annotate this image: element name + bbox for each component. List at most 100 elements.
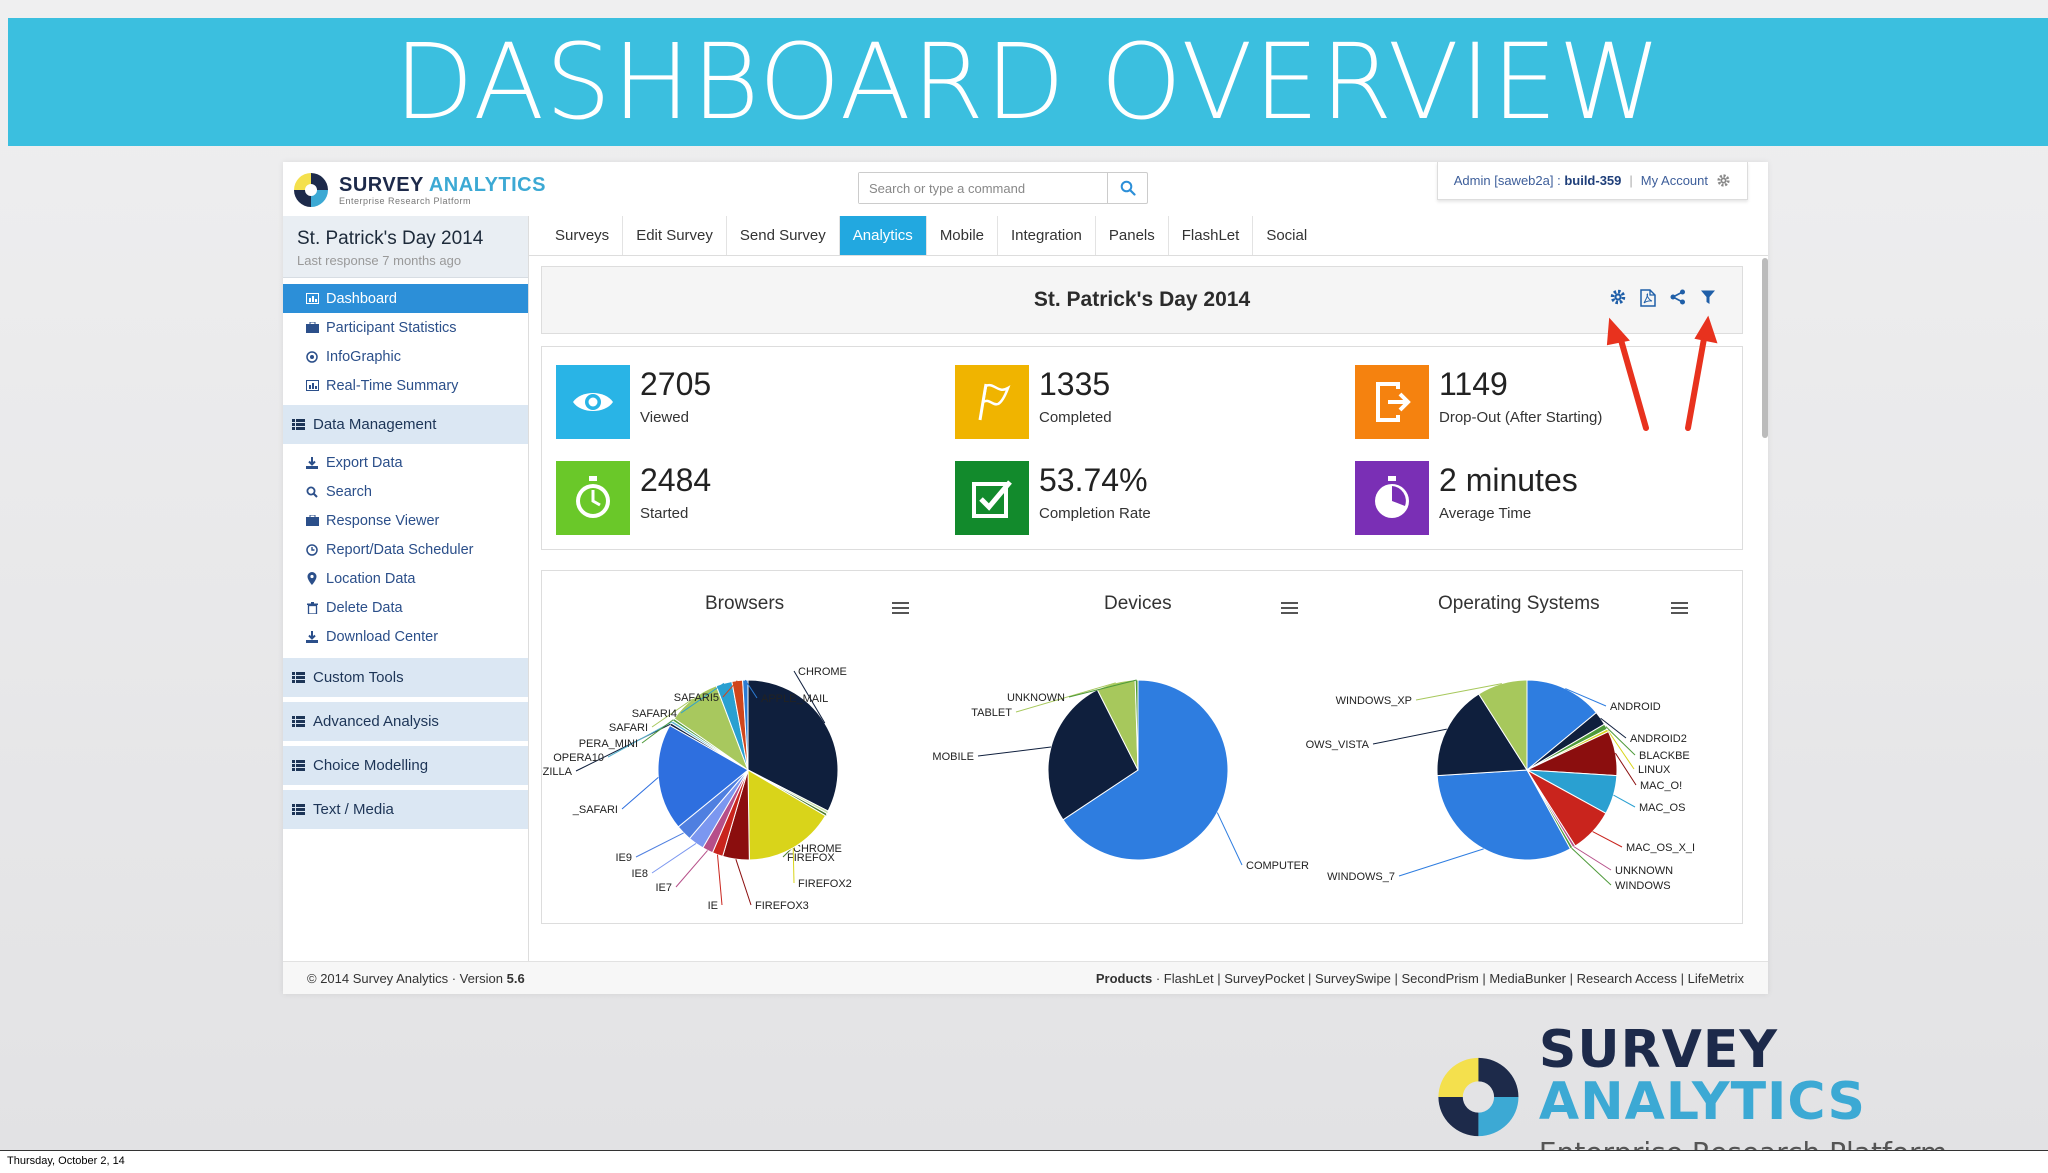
tab-panels[interactable]: Panels bbox=[1096, 216, 1169, 255]
slice-label: MAC_O! bbox=[1640, 780, 1682, 792]
slice-label: PERA_MINI bbox=[579, 738, 638, 750]
pie-slice[interactable] bbox=[1526, 679, 1598, 772]
sidebar-item-infographic[interactable]: InfoGraphic bbox=[283, 342, 528, 371]
sidebar-section-advanced-analysis[interactable]: Advanced Analysis bbox=[283, 701, 528, 741]
settings-gear-icon[interactable] bbox=[1610, 289, 1626, 305]
my-account-link[interactable]: My Account bbox=[1640, 173, 1708, 188]
download-icon bbox=[305, 456, 319, 470]
pie-slice[interactable] bbox=[1062, 679, 1229, 861]
product-links[interactable]: · FlashLet | SurveyPocket | SurveySwipe … bbox=[1155, 970, 1744, 986]
stat-value: 1149 bbox=[1439, 366, 1508, 402]
sidebar-item-download-center[interactable]: Download Center bbox=[283, 622, 528, 651]
search-button[interactable] bbox=[1107, 173, 1147, 203]
stat-label: Started bbox=[640, 505, 689, 522]
gear-icon[interactable] bbox=[1716, 173, 1731, 188]
slide-banner: DASHBOARD OVERVIEW bbox=[8, 18, 2048, 146]
share-icon[interactable] bbox=[1670, 289, 1686, 305]
list-icon bbox=[291, 759, 305, 773]
label-connector bbox=[1573, 846, 1612, 871]
sidebar-section-data-management[interactable]: Data Management bbox=[283, 404, 528, 444]
pie-slice[interactable] bbox=[1478, 679, 1528, 772]
label-connector bbox=[607, 721, 673, 758]
hamburger-menu-icon[interactable] bbox=[1281, 602, 1298, 615]
label-connector bbox=[722, 680, 738, 698]
app-logo[interactable]: SURVEY ANALYTICS Enterprise Research Pla… bbox=[289, 170, 546, 210]
slice-label: WINDOWS bbox=[1615, 880, 1671, 892]
pie-slice[interactable] bbox=[1436, 769, 1572, 861]
pie-slice[interactable] bbox=[747, 679, 839, 812]
logo-subtitle: Enterprise Research Platform bbox=[339, 195, 472, 206]
slice-label: OWS_VISTA bbox=[1306, 739, 1370, 751]
pie-slice[interactable] bbox=[1047, 689, 1139, 821]
slice-label: SAFARI bbox=[609, 722, 648, 734]
chart-title-devices: Devices bbox=[1104, 593, 1172, 614]
sidebar-item-dashboard[interactable]: Dashboard bbox=[283, 284, 528, 313]
pie-slice[interactable] bbox=[657, 724, 749, 828]
app-window: SURVEY ANALYTICS Enterprise Research Pla… bbox=[283, 162, 1768, 994]
label-connector bbox=[792, 847, 795, 884]
sidebar-item-export-data[interactable]: Export Data bbox=[283, 448, 528, 477]
brand-mark-icon bbox=[1438, 1057, 1519, 1136]
scrollbar[interactable] bbox=[1762, 258, 1768, 438]
pdf-icon[interactable] bbox=[1640, 289, 1656, 307]
tab-mobile[interactable]: Mobile bbox=[927, 216, 998, 255]
slice-label: APPLE_MAIL bbox=[761, 693, 828, 705]
slide-title: DASHBOARD OVERVIEW bbox=[393, 21, 1663, 143]
label-connector bbox=[1613, 794, 1636, 808]
slice-label: _SAFARI bbox=[572, 804, 618, 816]
pie-slice[interactable] bbox=[1436, 693, 1528, 777]
tab-analytics[interactable]: Analytics bbox=[839, 216, 927, 255]
sidebar-section-text-media[interactable]: Text / Media bbox=[283, 789, 528, 829]
sidebar-item-report-scheduler[interactable]: Report/Data Scheduler bbox=[283, 535, 528, 564]
admin-label[interactable]: Admin [saweb2a] : build-359 bbox=[1453, 173, 1622, 188]
search-input[interactable] bbox=[859, 173, 1107, 203]
sidebar-item-real-time-summary[interactable]: Real-Time Summary bbox=[283, 371, 528, 400]
stat-value: 2 minutes bbox=[1439, 462, 1578, 498]
footer-copyright: © 2014 Survey Analytics · Version 5.6 bbox=[307, 970, 525, 986]
label-connector bbox=[1372, 728, 1447, 745]
tab-integration[interactable]: Integration bbox=[998, 216, 1096, 255]
slice-label: FIREFOX2 bbox=[798, 878, 852, 890]
label-connector bbox=[1015, 682, 1116, 713]
label-connector bbox=[735, 859, 752, 906]
label-connector bbox=[793, 670, 826, 724]
tab-flashlet[interactable]: FlashLet bbox=[1169, 216, 1254, 255]
slice-label: IE9 bbox=[615, 852, 632, 864]
sidebar-item-response-viewer[interactable]: Response Viewer bbox=[283, 506, 528, 535]
tab-send-survey[interactable]: Send Survey bbox=[727, 216, 840, 255]
chart-title-operating-systems: Operating Systems bbox=[1438, 593, 1600, 614]
stat-value: 1335 bbox=[1039, 366, 1111, 402]
project-last-response: Last response 7 months ago bbox=[297, 253, 462, 268]
tab-surveys[interactable]: Surveys bbox=[542, 216, 624, 255]
briefcase-icon bbox=[305, 514, 319, 528]
list-icon bbox=[291, 671, 305, 685]
sidebar-section-custom-tools[interactable]: Custom Tools bbox=[283, 657, 528, 697]
hamburger-menu-icon[interactable] bbox=[892, 602, 909, 615]
stopwatch-icon bbox=[556, 461, 630, 535]
sidebar-section-choice-modelling[interactable]: Choice Modelling bbox=[283, 745, 528, 785]
slice-label: IE8 bbox=[631, 868, 648, 880]
target-icon bbox=[305, 350, 319, 364]
tab-social[interactable]: Social bbox=[1266, 227, 1308, 244]
brand-name: SURVEY ANALYTICS bbox=[1538, 1020, 1866, 1132]
label-connector bbox=[680, 682, 725, 714]
slice-label: WINDOWS_XP bbox=[1336, 695, 1412, 707]
slice-label: UNKNOWN bbox=[1615, 865, 1673, 877]
label-connector bbox=[575, 723, 671, 772]
label-connector bbox=[675, 850, 708, 888]
stat-average-time: 2 minutes Average Time bbox=[1355, 461, 1578, 535]
slide-date: Thursday, October 2, 14 bbox=[7, 1155, 125, 1167]
label-connector bbox=[651, 843, 697, 874]
slice-label: LINUX bbox=[1638, 764, 1671, 776]
sidebar-item-participant-statistics[interactable]: Participant Statistics bbox=[283, 313, 528, 342]
filter-icon[interactable] bbox=[1700, 289, 1716, 305]
slice-label: COMPUTER bbox=[1246, 860, 1309, 872]
sidebar-item-location-data[interactable]: Location Data bbox=[283, 564, 528, 593]
label-connector bbox=[1592, 831, 1623, 848]
sidebar-item-delete-data[interactable]: Delete Data bbox=[283, 593, 528, 622]
tab-edit-survey[interactable]: Edit Survey bbox=[623, 216, 727, 255]
search-icon bbox=[1120, 180, 1136, 196]
sidebar-item-search[interactable]: Search bbox=[283, 477, 528, 506]
clock-icon bbox=[305, 543, 319, 557]
hamburger-menu-icon[interactable] bbox=[1671, 602, 1688, 615]
